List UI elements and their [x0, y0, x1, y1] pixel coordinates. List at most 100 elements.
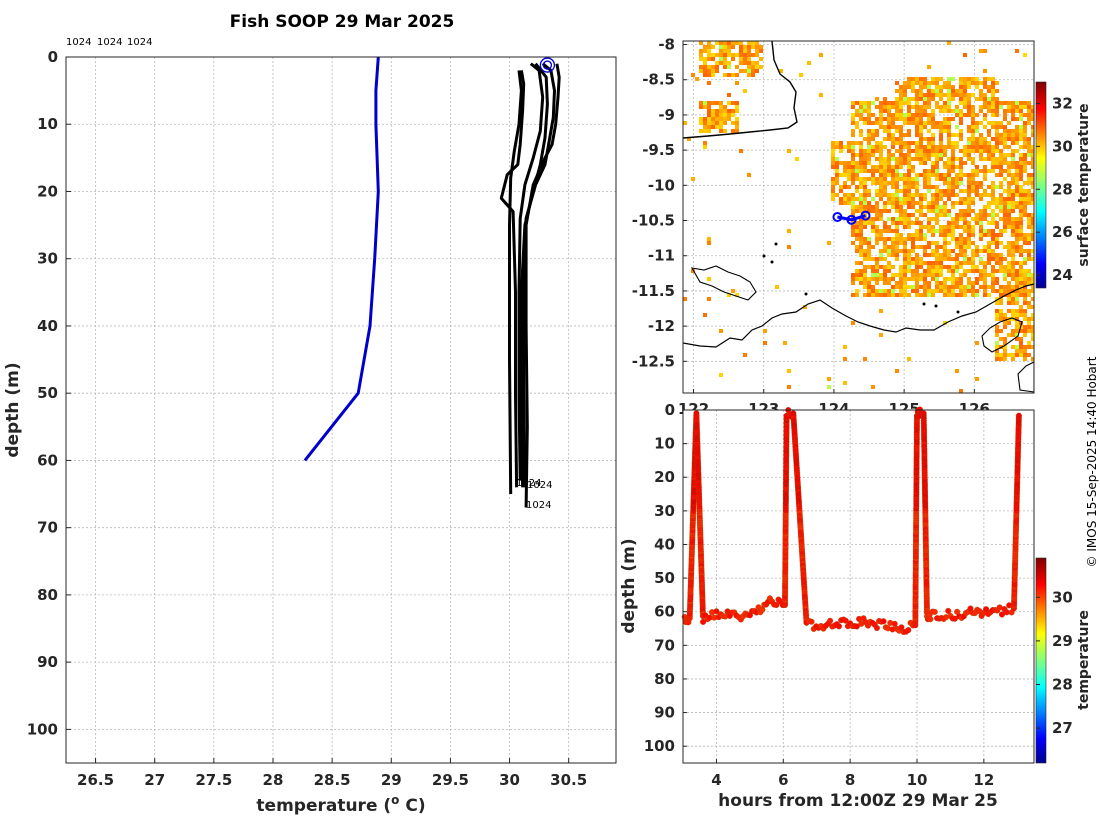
- sst-pixel: [1019, 157, 1023, 161]
- sst-pixel: [907, 189, 911, 193]
- sst-pixel: [723, 121, 727, 125]
- sst-pixel: [835, 173, 839, 177]
- sst-pixel: [971, 177, 975, 181]
- sst-pixel: [1015, 261, 1019, 265]
- sst-pixel: [871, 221, 875, 225]
- sst-pixel: [1003, 317, 1007, 321]
- sst-pixel: [963, 213, 967, 217]
- profile-line-cast-3: [517, 62, 545, 481]
- sst-pixel: [939, 273, 943, 277]
- sst-pixel: [855, 177, 859, 181]
- sst-pixel: [971, 109, 975, 113]
- sst-pixel: [891, 293, 895, 297]
- sst-pixel: [963, 85, 967, 89]
- sst-pixel: [899, 281, 903, 285]
- sst-pixel: [911, 89, 915, 93]
- sst-pixel: [1011, 313, 1015, 317]
- sst-pixel: [1023, 345, 1027, 349]
- sst-pixel: [703, 69, 707, 73]
- sst-pixel: [923, 261, 927, 265]
- sst-pixel: [975, 293, 979, 297]
- sst-pixel: [879, 153, 883, 157]
- sst-pixel: [935, 261, 939, 265]
- sst-pixel: [1019, 305, 1023, 309]
- sst-pixel: [839, 189, 843, 193]
- sst-pixel: [875, 293, 879, 297]
- sst-pixel: [903, 285, 907, 289]
- sst-pixel: [919, 85, 923, 89]
- sst-pixel: [867, 289, 871, 293]
- sst-pixel: [947, 269, 951, 273]
- sst-pixel: [1007, 225, 1011, 229]
- sst-pixel: [1007, 209, 1011, 213]
- sst-pixel: [887, 157, 891, 161]
- sst-pixel: [891, 201, 895, 205]
- sst-pixel: [903, 141, 907, 145]
- ship-position-marker: [832, 212, 843, 222]
- sst-pixel: [703, 145, 707, 149]
- sst-pixel: [895, 181, 899, 185]
- sst-pixel: [855, 161, 859, 165]
- sst-pixel: [991, 269, 995, 273]
- sst-pixel: [703, 129, 707, 133]
- sst-pixel: [899, 265, 903, 269]
- sst-pixel: [863, 249, 867, 253]
- sst-pixel: [699, 41, 703, 45]
- sst-pixel: [951, 193, 955, 197]
- sst-pixel: [971, 185, 975, 189]
- sst-pixel: [883, 229, 887, 233]
- sst-pixel: [979, 93, 983, 97]
- sst-pixel: [967, 109, 971, 113]
- sst-pixel: [867, 113, 871, 117]
- sst-pixel: [951, 217, 955, 221]
- sst-pixel: [995, 313, 999, 317]
- sst-pixel: [739, 61, 743, 65]
- sst-pixel: [947, 85, 951, 89]
- sst-pixel: [1007, 245, 1011, 249]
- sst-pixel: [755, 69, 759, 73]
- sst-pixel: [943, 265, 947, 269]
- sst-pixel: [923, 121, 927, 125]
- sst-pixel: [895, 157, 899, 161]
- sst-pixel: [1003, 353, 1007, 357]
- sst-pixel: [911, 249, 915, 253]
- sst-pixel: [699, 101, 703, 105]
- sst-pixel: [835, 141, 839, 145]
- sst-pixel: [855, 125, 859, 129]
- sst-pixel: [1019, 177, 1023, 181]
- sst-pixel: [875, 201, 879, 205]
- sst-pixel: [1015, 353, 1019, 357]
- sst-pixel: [715, 113, 719, 117]
- sst-pixel: [859, 185, 863, 189]
- sst-pixel: [727, 65, 731, 69]
- sst-pixel: [983, 105, 987, 109]
- sst-pixel: [1019, 289, 1023, 293]
- sst-pixel: [851, 113, 855, 117]
- sst-pixel: [947, 129, 951, 133]
- sst-pixel: [899, 161, 903, 165]
- sst-pixel: [959, 233, 963, 237]
- sst-pixel: [991, 257, 995, 261]
- sst-pixel: [971, 157, 975, 161]
- sst-pixel: [1023, 273, 1027, 277]
- sst-pixel: [995, 145, 999, 149]
- sst-pixel: [1007, 193, 1011, 197]
- sst-pixel: [743, 353, 747, 357]
- sst-pixel: [887, 117, 891, 121]
- sst-pixel: [935, 165, 939, 169]
- sst-pixel: [891, 237, 895, 241]
- sst-colorbar-label: surface temperature: [1076, 103, 1092, 266]
- sst-pixel: [931, 261, 935, 265]
- sst-pixel: [979, 249, 983, 253]
- sst-pixel: [715, 65, 719, 69]
- profile-end-label: 1024: [516, 478, 541, 489]
- sst-pixel: [943, 177, 947, 181]
- sst-pixel: [979, 109, 983, 113]
- sst-pixel: [1003, 357, 1007, 361]
- sst-pixel: [919, 109, 923, 113]
- sst-pixel: [1007, 153, 1011, 157]
- sst-pixel: [1019, 173, 1023, 177]
- sst-pixel: [1023, 101, 1027, 105]
- sst-pixel: [727, 61, 731, 65]
- sst-pixel: [1007, 353, 1011, 357]
